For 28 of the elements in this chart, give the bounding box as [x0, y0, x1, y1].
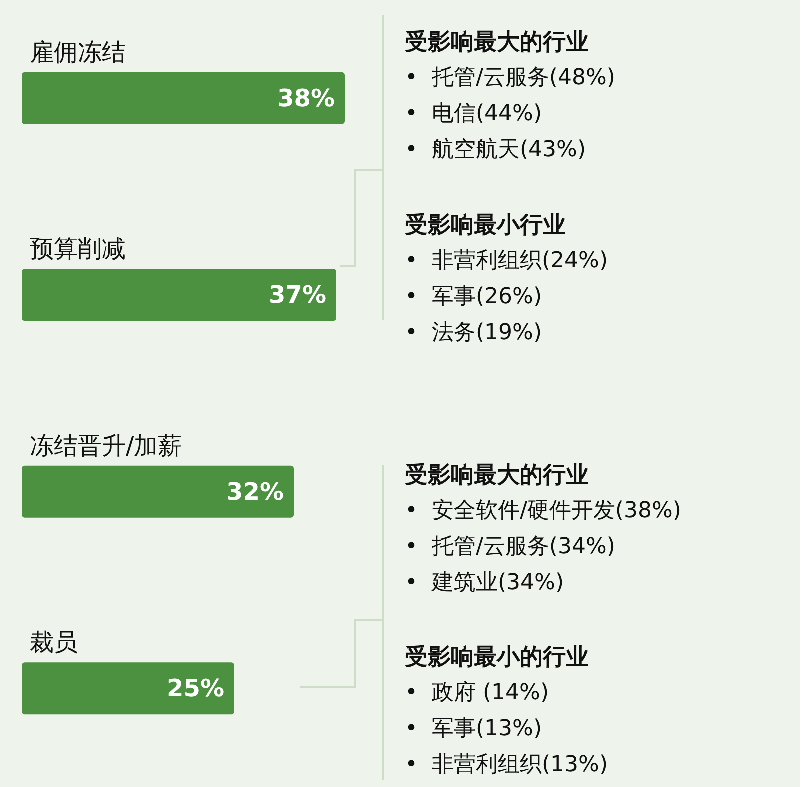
text: 受影响最大的行业 — [405, 462, 589, 488]
text: • 军事(26%) — [405, 284, 542, 310]
y-tick-label: 预算削减 — [30, 235, 126, 264]
text: • 电信(44%) — [405, 102, 542, 126]
bar — [22, 466, 294, 518]
text: • 非营利组织(24%) — [405, 248, 608, 274]
text: 受影响最大的行业 — [405, 30, 589, 56]
data-label: 25% — [167, 674, 224, 703]
text: • 安全软件/硬件开发(38%) — [405, 498, 682, 524]
data-label: 38% — [278, 84, 335, 112]
text: 受影响最小的行业 — [405, 644, 589, 670]
text: • 托管/云服务(48%) — [405, 66, 616, 90]
text: • 军事(13%) — [405, 716, 542, 742]
data-label: 32% — [226, 478, 284, 506]
y-tick-label: 雇佣冻结 — [30, 38, 126, 66]
text: • 托管/云服务(34%) — [405, 534, 616, 560]
data-label: 37% — [269, 281, 326, 310]
text: • 航空航天(43%) — [405, 138, 586, 162]
text: • 法务(19%) — [405, 320, 542, 346]
text: • 政府 (14%) — [405, 680, 550, 706]
y-tick-label: 裁员 — [30, 628, 78, 657]
text: • 建筑业(34%) — [405, 570, 564, 596]
bar — [22, 72, 345, 124]
y-tick-label: 冻结晋升/加薪 — [30, 432, 182, 460]
bar — [22, 662, 234, 715]
bar — [22, 269, 336, 322]
text: 受影响最小行业 — [405, 212, 566, 238]
text: • 非营利组织(13%) — [405, 752, 608, 778]
